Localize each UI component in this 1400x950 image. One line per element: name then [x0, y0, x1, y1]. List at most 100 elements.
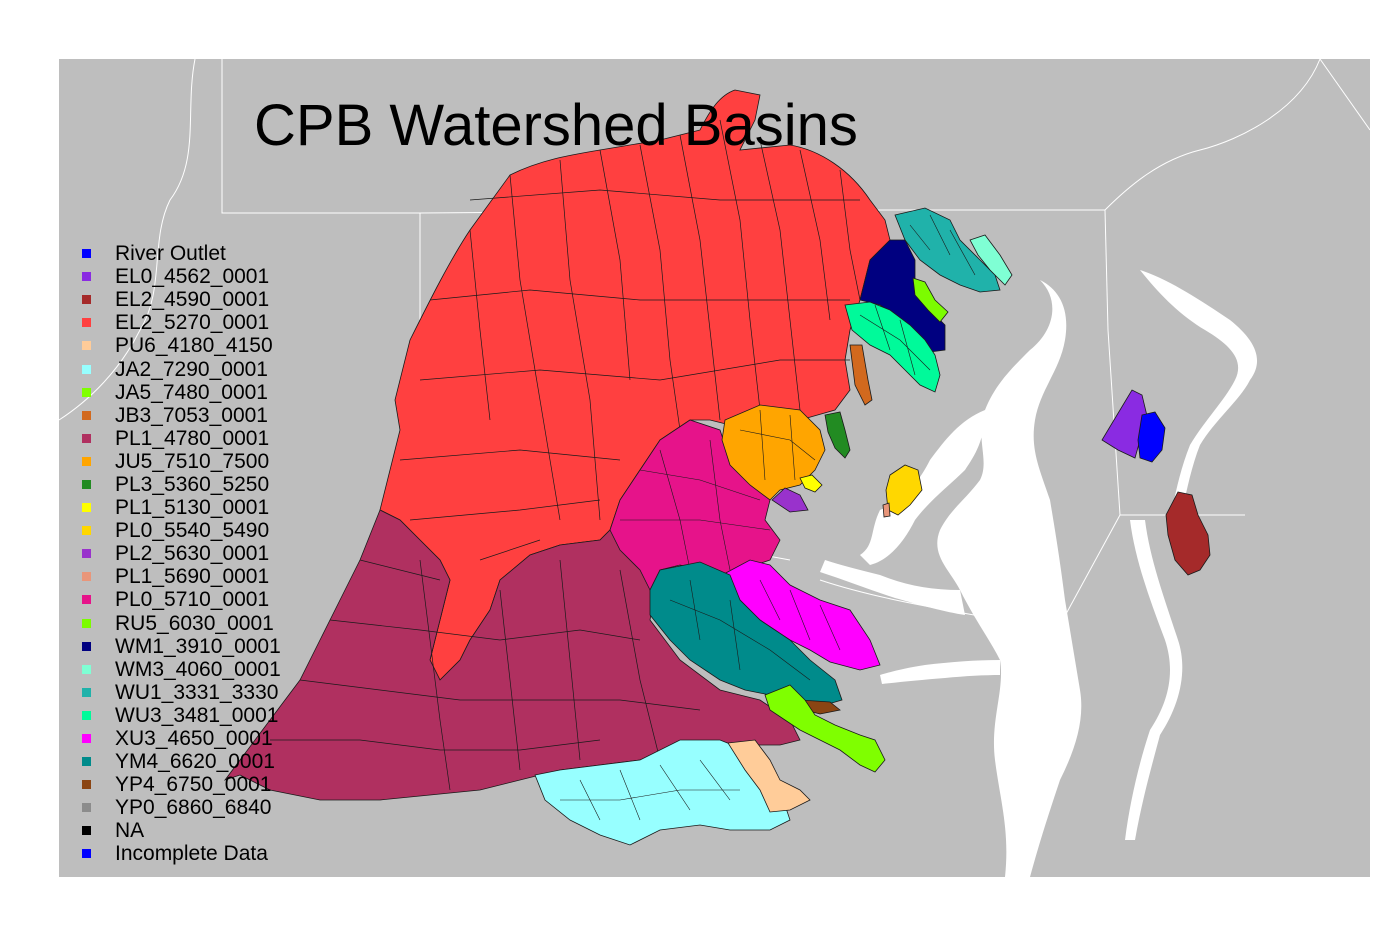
legend-label: JA2_7290_0001 [115, 357, 268, 381]
basin-wu3-3481 [844, 301, 941, 393]
legend-swatch [82, 295, 91, 305]
legend-swatch [82, 595, 91, 605]
legend-item: River Outlet [82, 242, 281, 265]
legend-item: Incomplete Data [82, 842, 281, 865]
legend-swatch [82, 803, 91, 813]
legend-swatch [82, 433, 91, 443]
legend-swatch [82, 641, 91, 651]
legend-swatch [82, 757, 91, 767]
legend-swatch [82, 364, 91, 374]
legend-swatch [82, 456, 91, 466]
legend-item: WM1_3910_0001 [82, 635, 281, 658]
legend-label: JA5_7480_0001 [115, 380, 268, 404]
legend-label: WU3_3481_0001 [115, 703, 279, 727]
legend-item: JA5_7480_0001 [82, 381, 281, 404]
legend-item: PL3_5360_5250 [82, 473, 281, 496]
legend-item: PL1_5690_0001 [82, 565, 281, 588]
legend-label: YP4_6750_0001 [115, 773, 272, 797]
legend-label: PL1_5130_0001 [115, 496, 270, 520]
basin-wu1-3331 [894, 207, 1001, 293]
legend-item: YP0_6860_6840 [82, 796, 281, 819]
legend-item: PL0_5710_0001 [82, 588, 281, 611]
legend-item: PL1_5130_0001 [82, 496, 281, 519]
legend-item: PL2_5630_0001 [82, 542, 281, 565]
legend-item: WM3_4060_0001 [82, 658, 281, 681]
legend-item: JU5_7510_7500 [82, 450, 281, 473]
legend-label: PL1_4780_0001 [115, 426, 270, 450]
legend-label: PL1_5690_0001 [115, 565, 270, 589]
basin-pl1-5130 [799, 474, 823, 493]
legend-label: JB3_7053_0001 [115, 403, 268, 427]
legend-label: EL0_4562_0001 [115, 265, 270, 289]
basin-pl1-5690 [882, 502, 891, 518]
legend-item: YM4_6620_0001 [82, 750, 281, 773]
legend-item: NA [82, 819, 281, 842]
legend-swatch [82, 618, 91, 628]
legend-swatch [82, 664, 91, 674]
legend-label: YP0_6860_6840 [115, 796, 272, 820]
basin-wm3-4060 [969, 234, 1013, 286]
legend-label: NA [115, 819, 145, 843]
legend-swatch [82, 318, 91, 328]
basin-pl3-5360 [824, 411, 851, 459]
legend-swatch [82, 687, 91, 697]
legend-swatch [82, 249, 91, 259]
basin-pl0-5540 [885, 464, 923, 516]
legend-item: JB3_7053_0001 [82, 404, 281, 427]
legend-item: WU1_3331_3330 [82, 681, 281, 704]
basin-pl2-5630 [771, 487, 809, 513]
legend-label: WM1_3910_0001 [115, 634, 281, 658]
legend-label: WU1_3331_3330 [115, 680, 279, 704]
legend-item: WU3_3481_0001 [82, 704, 281, 727]
map-title: CPB Watershed Basins [254, 93, 858, 158]
legend-label: River Outlet [115, 242, 226, 266]
legend-item: PU6_4180_4150 [82, 334, 281, 357]
legend-swatch [82, 387, 91, 397]
legend-swatch [82, 272, 91, 282]
basin-ym4-6620 [649, 561, 843, 706]
basin-ja2-7290 [534, 739, 791, 846]
legend-item: EL2_4590_0001 [82, 288, 281, 311]
legend-swatch [82, 710, 91, 720]
legend-item: YP4_6750_0001 [82, 773, 281, 796]
legend-label: PU6_4180_4150 [115, 334, 273, 358]
legend-swatch [82, 780, 91, 790]
legend-swatch [82, 526, 91, 536]
basin-ju5-7510 [721, 404, 826, 501]
map-legend: River Outlet EL0_4562_0001 EL2_4590_0001 EL… [82, 242, 281, 866]
legend-item: EL0_4562_0001 [82, 265, 281, 288]
basin-jb3-7053 [849, 344, 873, 406]
legend-swatch [82, 479, 91, 489]
legend-label: Incomplete Data [115, 842, 268, 866]
legend-swatch [82, 734, 91, 744]
chesapeake-bay [820, 270, 1258, 877]
legend-label: RU5_6030_0001 [115, 611, 274, 635]
legend-label: PL0_5710_0001 [115, 588, 270, 612]
basin-ja5-7480 [764, 684, 886, 773]
legend-label: PL0_5540_5490 [115, 519, 270, 543]
legend-swatch [82, 826, 91, 836]
legend-item: PL0_5540_5490 [82, 519, 281, 542]
legend-item: EL2_5270_0001 [82, 311, 281, 334]
basin-river-outlet [1137, 411, 1166, 463]
legend-swatch [82, 549, 91, 559]
legend-swatch [82, 503, 91, 513]
legend-item: PL1_4780_0001 [82, 427, 281, 450]
legend-label: YM4_6620_0001 [115, 750, 275, 774]
legend-item: XU3_4650_0001 [82, 727, 281, 750]
legend-label: JU5_7510_7500 [115, 449, 270, 473]
legend-label: EL2_4590_0001 [115, 288, 270, 312]
basin-pu6-4180 [727, 739, 811, 813]
legend-label: WM3_4060_0001 [115, 657, 281, 681]
basin-ru5-6030 [912, 277, 949, 323]
legend-swatch [82, 572, 91, 582]
legend-item: RU5_6030_0001 [82, 612, 281, 635]
legend-swatch [82, 341, 91, 351]
legend-label: PL2_5630_0001 [115, 542, 270, 566]
legend-label: PL3_5360_5250 [115, 472, 270, 496]
legend-label: EL2_5270_0001 [115, 311, 270, 335]
legend-swatch [82, 849, 91, 859]
legend-item: JA2_7290_0001 [82, 357, 281, 380]
